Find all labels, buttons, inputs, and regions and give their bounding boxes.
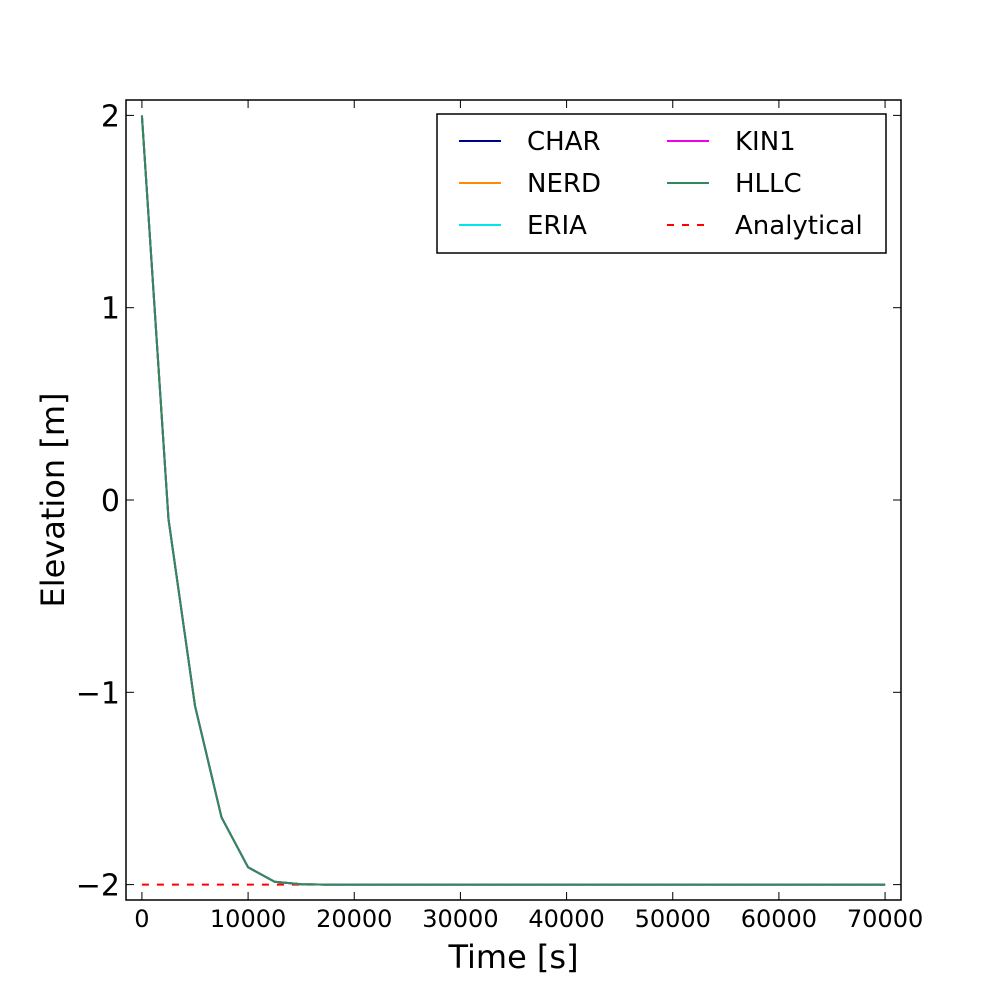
ticks-layer: 0 10000 20000 30000 40000 50000 60000 70000210−…	[76, 99, 923, 933]
y-tick-label: 0	[101, 484, 120, 519]
x-tick-label: 20000	[316, 905, 392, 933]
x-tick-label: 60000	[741, 905, 817, 933]
x-tick-label: 30000	[422, 905, 498, 933]
legend-label: Analytical	[735, 211, 863, 241]
x-tick-label: 0	[134, 905, 149, 933]
legend-label: KIN1	[735, 127, 796, 157]
x-axis-title: Time [s]	[447, 938, 578, 976]
x-tick-label: 50000	[635, 905, 711, 933]
y-tick-label: −2	[76, 869, 120, 904]
y-axis-title: Elevation [m]	[34, 393, 72, 608]
legend-label: NERD	[527, 169, 601, 199]
legend-label: ERIA	[527, 211, 587, 241]
x-tick-label: 40000	[528, 905, 604, 933]
series-line-hllc	[140, 115, 886, 886]
legend-label: CHAR	[527, 127, 601, 157]
legend-box	[436, 113, 887, 254]
x-tick-label: 70000	[847, 905, 923, 933]
x-tick-label: 10000	[210, 905, 286, 933]
y-tick-label: −1	[76, 676, 120, 711]
series-layer	[140, 115, 886, 886]
y-tick-label: 2	[101, 99, 120, 134]
y-tick-label: 1	[101, 292, 120, 327]
legend: CHAR NERD ERIA KIN1 HLLC Analytical	[436, 113, 887, 254]
legend-label: HLLC	[735, 169, 802, 199]
